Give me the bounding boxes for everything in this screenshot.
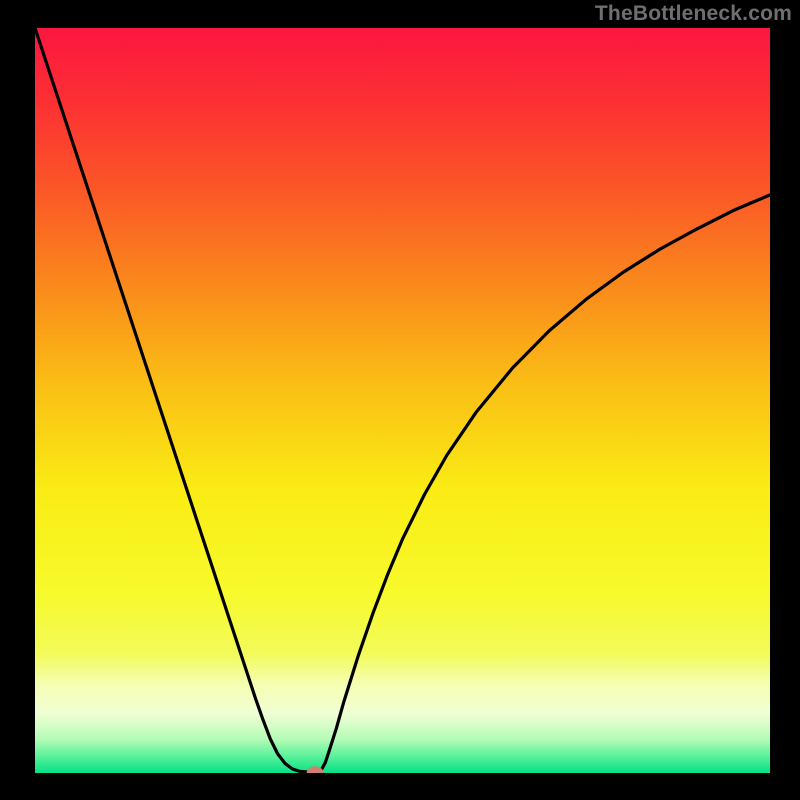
watermark-text: TheBottleneck.com bbox=[595, 2, 792, 26]
gradient-background bbox=[35, 28, 770, 773]
plot-area bbox=[35, 28, 770, 773]
chart-frame: TheBottleneck.com bbox=[0, 0, 800, 800]
bottleneck-chart bbox=[35, 28, 770, 773]
